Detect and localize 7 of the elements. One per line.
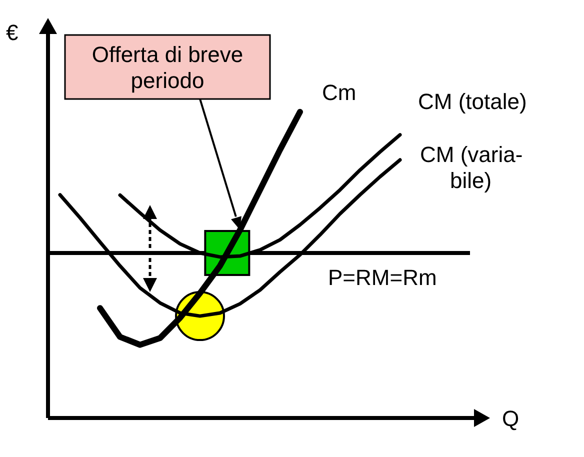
series-label: CM (totale) <box>418 88 527 114</box>
ref-line-label: P=RM=Rm <box>328 264 437 290</box>
x-axis-title: Q <box>502 406 520 431</box>
series-label: Cm <box>322 80 356 105</box>
text: Offerta di breve periodo <box>92 42 244 93</box>
y-axis-title: € <box>6 20 18 45</box>
series-label: CM (varia-bile) <box>420 142 523 193</box>
